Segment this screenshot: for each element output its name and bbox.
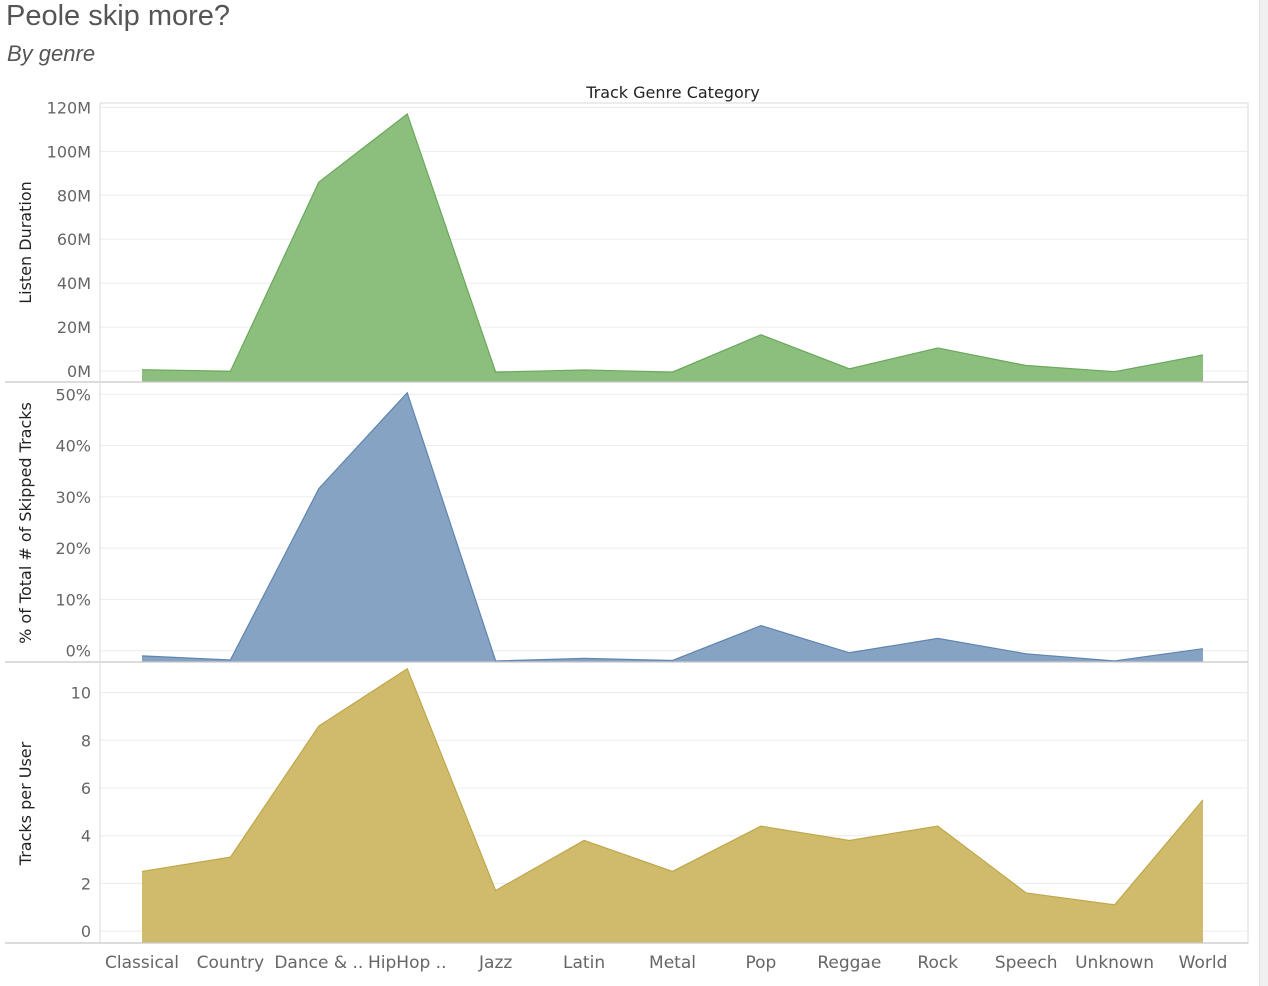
panel-3: 0 2 4 6 8 10 Tracks per User bbox=[5, 667, 1248, 944]
x-tick-label: Classical bbox=[105, 953, 179, 973]
x-tick-label: Speech bbox=[995, 953, 1058, 973]
x-tick-label: HipHop .. bbox=[368, 953, 446, 973]
panel-2: 0% 10% 20% 30% 40% 50% % of Total # of Skipped… bbox=[5, 385, 1248, 663]
vertical-scrollbar[interactable] bbox=[1259, 0, 1268, 986]
y-axis-title: Tracks per User bbox=[16, 741, 35, 866]
y-tick-label: 8 bbox=[81, 731, 91, 750]
y-tick-label: 40% bbox=[55, 437, 91, 456]
area-1 bbox=[142, 113, 1203, 382]
y-axis-title: % of Total # of Skipped Tracks bbox=[16, 402, 35, 644]
area-3 bbox=[142, 668, 1203, 943]
y-tick-label: 0M bbox=[67, 362, 91, 381]
y-tick-label: 40M bbox=[57, 274, 91, 293]
y-tick-label: 0 bbox=[81, 922, 91, 941]
y-tick-label: 2 bbox=[81, 874, 91, 893]
y-tick-label: 4 bbox=[81, 827, 91, 846]
column-title: Track Genre Category bbox=[585, 83, 760, 102]
y-tick-label: 10 bbox=[71, 684, 91, 703]
y-tick-label: 120M bbox=[47, 98, 91, 117]
x-tick-label: Country bbox=[197, 953, 265, 973]
area-2 bbox=[142, 392, 1203, 662]
panel-1: 0M 20M 40M 60M 80M 100M 120M Listen Duration bbox=[5, 98, 1248, 383]
y-tick-label: 10% bbox=[55, 590, 91, 609]
chart-title: Peole skip more? bbox=[6, 0, 231, 32]
x-tick-label: Rock bbox=[917, 953, 958, 973]
chart-subtitle: By genre bbox=[7, 41, 96, 66]
y-axis-title: Listen Duration bbox=[16, 181, 35, 304]
x-tick-label: Pop bbox=[745, 953, 776, 973]
x-tick-label: Metal bbox=[649, 953, 696, 973]
y-tick-label: 50% bbox=[55, 385, 91, 404]
x-tick-label: World bbox=[1179, 953, 1228, 973]
x-tick-label: Latin bbox=[563, 953, 605, 973]
y-tick-label: 100M bbox=[47, 142, 91, 161]
x-tick-label: Dance & .. bbox=[274, 953, 363, 973]
x-tick-label: Unknown bbox=[1075, 953, 1154, 973]
x-axis: Classical Country Dance & .. HipHop .. Jazz L… bbox=[105, 953, 1227, 973]
y-tick-label: 60M bbox=[57, 230, 91, 249]
y-tick-label: 0% bbox=[66, 642, 91, 661]
y-tick-label: 30% bbox=[55, 488, 91, 507]
x-tick-label: Jazz bbox=[478, 953, 512, 973]
y-tick-label: 20M bbox=[57, 318, 91, 337]
y-tick-label: 80M bbox=[57, 186, 91, 205]
y-tick-label: 20% bbox=[55, 539, 91, 558]
y-tick-label: 6 bbox=[81, 779, 91, 798]
x-tick-label: Reggae bbox=[817, 953, 881, 973]
